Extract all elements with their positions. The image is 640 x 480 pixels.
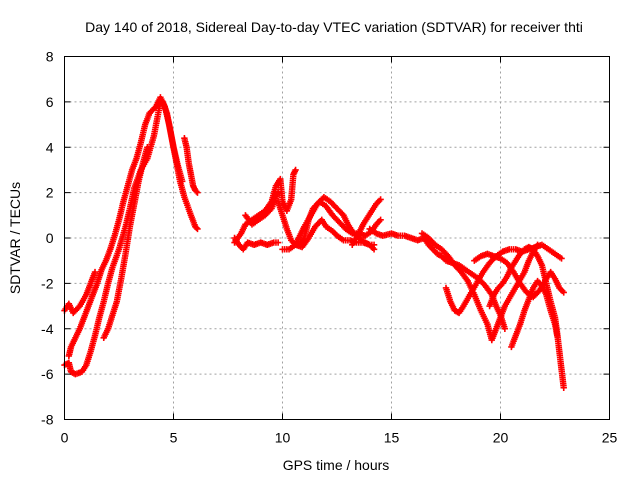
data-point	[144, 144, 151, 151]
data-point	[274, 189, 282, 196]
y-tick-label: -2	[41, 275, 54, 291]
series-arc-11	[296, 198, 384, 249]
x-tick-label: 25	[602, 430, 618, 446]
y-axis-label: SDTVAR / TECUs	[7, 182, 23, 294]
series-arc-3	[65, 94, 186, 360]
y-tick-label: 4	[46, 139, 54, 155]
y-tick-label: 0	[46, 230, 54, 246]
data-point	[560, 289, 567, 296]
x-tick-label: 10	[275, 430, 291, 446]
series-arc-12	[349, 196, 384, 249]
x-axis-label: GPS time / hours	[283, 457, 390, 473]
axis-ticks: 0 5 10 15 20 25 -8 -6 -4 -2 0 2 4 6 8	[41, 49, 617, 446]
data-point	[558, 255, 565, 262]
y-tick-label: 6	[46, 94, 54, 110]
data-point	[370, 241, 378, 249]
data-point	[194, 225, 201, 233]
data-point	[179, 178, 186, 185]
x-tick-label: 15	[384, 430, 400, 446]
y-tick-label: 2	[46, 185, 54, 201]
data-point	[193, 188, 200, 195]
data-point	[560, 384, 567, 391]
data-point	[91, 268, 99, 276]
data-points	[61, 94, 567, 391]
data-point	[193, 224, 200, 231]
data-point	[377, 216, 384, 224]
data-point	[274, 239, 282, 246]
series-arc-8	[242, 189, 282, 228]
series-arc-4	[100, 144, 151, 342]
data-point	[501, 325, 509, 332]
x-tick-label: 20	[493, 430, 509, 446]
y-tick-label: -6	[41, 366, 54, 382]
data-point	[377, 196, 384, 203]
data-point	[553, 332, 561, 339]
chart-title: Day 140 of 2018, Sidereal Day-to-day VTE…	[85, 19, 583, 35]
series-arc-18	[508, 277, 561, 351]
x-tick-label: 5	[170, 430, 178, 446]
series-arc-5	[181, 134, 201, 196]
data-point	[292, 166, 299, 174]
data-point	[194, 189, 201, 196]
y-tick-label: 8	[46, 49, 54, 65]
x-tick-label: 0	[61, 430, 69, 446]
y-tick-label: -8	[41, 412, 54, 428]
series-arc-7	[231, 166, 299, 246]
y-tick-label: -4	[41, 321, 54, 337]
